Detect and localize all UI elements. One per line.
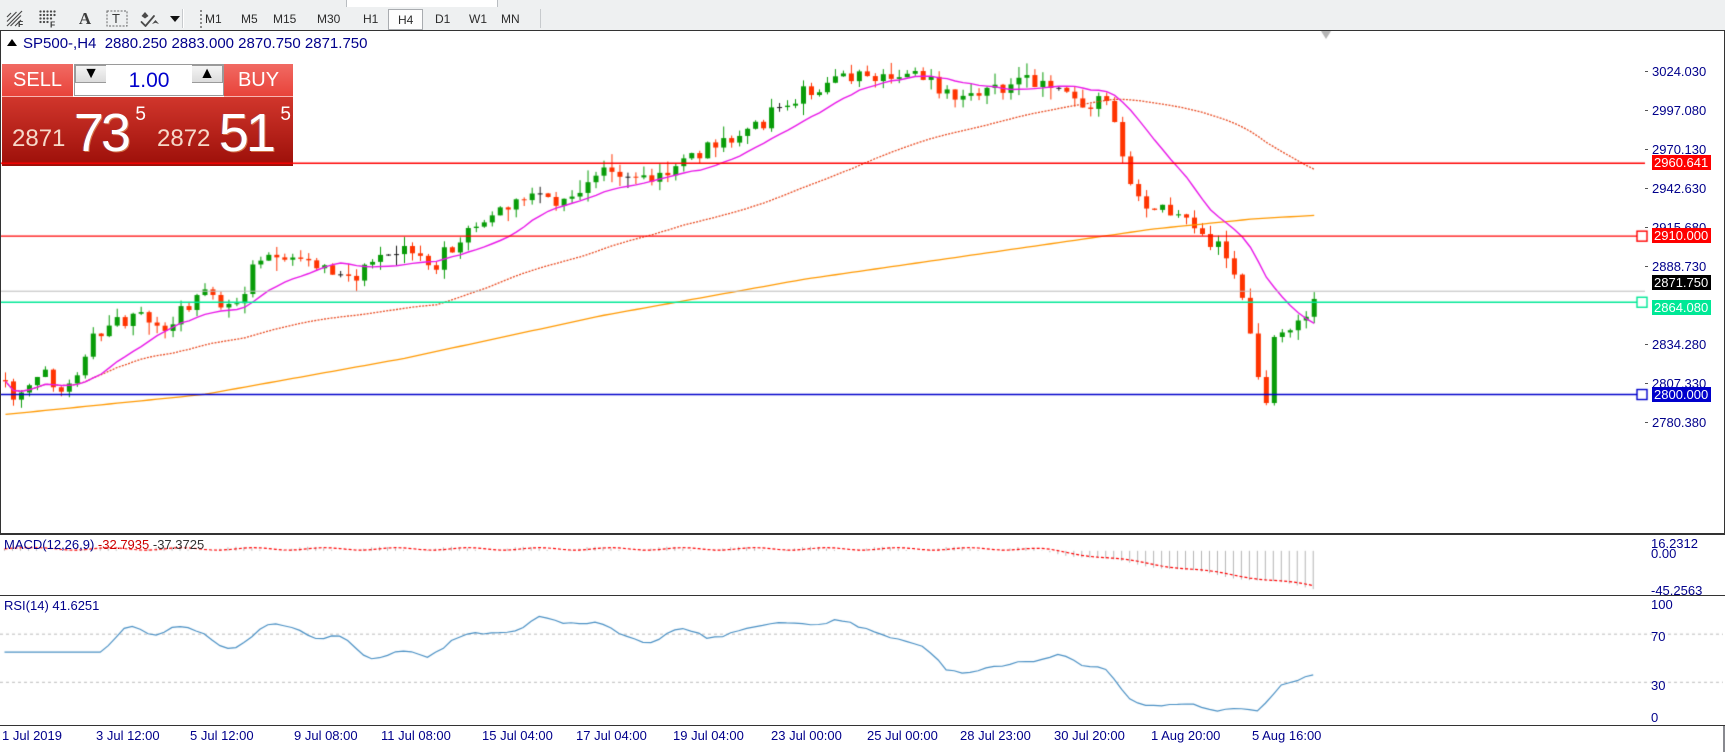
svg-text:F: F: [50, 19, 55, 28]
svg-text:F: F: [18, 19, 23, 28]
svg-text:T: T: [112, 11, 120, 26]
